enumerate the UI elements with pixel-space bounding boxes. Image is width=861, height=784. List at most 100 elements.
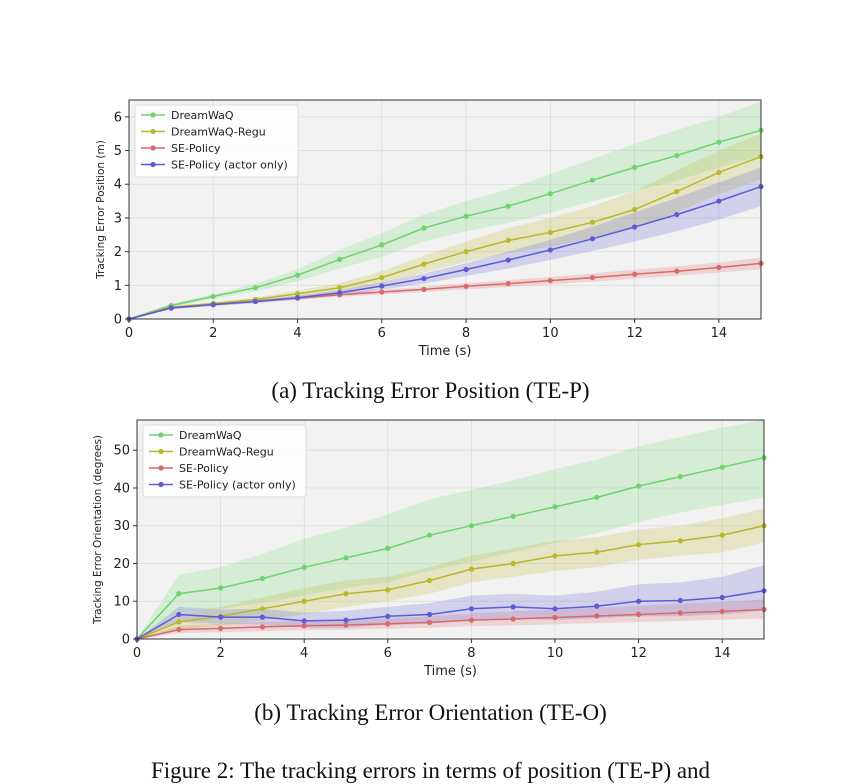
x-tick-label: 6 xyxy=(378,326,386,341)
data-point xyxy=(677,538,684,544)
data-point xyxy=(636,611,642,618)
y-tick-label: 20 xyxy=(113,557,130,572)
confidence-band xyxy=(137,508,764,639)
data-point xyxy=(294,272,301,278)
data-point xyxy=(343,622,349,628)
data-point xyxy=(719,532,725,538)
axes-frame xyxy=(136,419,765,640)
data-point xyxy=(379,289,385,295)
x-tick-label: 2 xyxy=(216,646,224,661)
data-point xyxy=(379,283,385,289)
data-point xyxy=(510,513,516,519)
legend-label: SE-Policy xyxy=(171,142,221,155)
data-point xyxy=(547,191,553,197)
data-point xyxy=(468,566,474,572)
data-point xyxy=(505,237,511,244)
data-point xyxy=(463,283,469,289)
data-point xyxy=(505,257,511,263)
series-line xyxy=(136,589,765,640)
x-tick-label: 8 xyxy=(462,326,470,341)
legend-box xyxy=(134,104,299,178)
x-axis-label: Time (s) xyxy=(418,344,472,359)
legend-label: SE-Policy (actor only) xyxy=(171,159,288,172)
confidence-band xyxy=(137,420,764,639)
data-point xyxy=(337,290,343,296)
data-point xyxy=(547,229,553,236)
y-axis-label: Tracking Error Position (m) xyxy=(95,140,107,280)
x-tick-label: 12 xyxy=(630,646,647,661)
data-point xyxy=(385,613,391,619)
y-tick-label: 4 xyxy=(114,178,122,193)
data-point xyxy=(716,169,722,176)
data-point xyxy=(427,611,433,618)
legend-label: DreamWaQ-Regu xyxy=(171,126,266,139)
data-point xyxy=(259,575,265,582)
data-point xyxy=(252,298,258,305)
data-point xyxy=(218,614,224,620)
data-point xyxy=(632,224,638,230)
confidence-band xyxy=(137,599,764,639)
legend-marker xyxy=(158,481,164,488)
data-point xyxy=(385,587,391,593)
data-point xyxy=(294,295,301,301)
legend-marker xyxy=(158,465,164,471)
data-point xyxy=(719,608,725,615)
data-point xyxy=(510,616,516,622)
chart-tracking-error-orientation: 0 2 4 6 8 10 12 14 0 10 20 30 40 50 Time (s) Tracking E… xyxy=(92,419,767,679)
data-point xyxy=(463,266,469,273)
data-point xyxy=(421,275,427,282)
data-point xyxy=(168,305,174,311)
legend-label: DreamWaQ-Regu xyxy=(179,446,274,459)
data-point xyxy=(674,211,680,218)
legend-marker xyxy=(150,161,156,168)
axes-frame xyxy=(128,99,762,320)
data-point xyxy=(636,598,642,604)
legend-marker xyxy=(158,448,164,455)
data-point xyxy=(594,613,600,619)
x-tick-label: 4 xyxy=(293,326,301,341)
data-point xyxy=(636,542,642,548)
confidence-band xyxy=(129,101,761,319)
series-line xyxy=(128,155,762,320)
data-point xyxy=(176,591,182,597)
data-point xyxy=(210,301,216,308)
data-point xyxy=(547,277,553,284)
data-point xyxy=(632,271,638,277)
data-point xyxy=(716,264,722,271)
data-point xyxy=(301,564,307,570)
data-point xyxy=(427,532,433,538)
legend-label: SE-Policy (actor only) xyxy=(179,479,296,492)
x-tick-label: 14 xyxy=(711,326,728,341)
data-point xyxy=(301,618,307,624)
data-point xyxy=(218,585,224,591)
data-point xyxy=(421,286,427,292)
data-point xyxy=(259,606,265,612)
data-point xyxy=(674,268,680,274)
legend-marker xyxy=(158,432,164,438)
x-tick-label: 6 xyxy=(384,646,392,661)
y-tick-label: 5 xyxy=(114,144,122,159)
x-tick-label: 12 xyxy=(626,326,643,341)
caption-a: (a) Tracking Error Position (TE-P) xyxy=(271,378,590,403)
data-point xyxy=(421,261,427,267)
figure-caption: Figure 2: The tracking errors in terms o… xyxy=(150,758,711,783)
data-point xyxy=(674,152,680,159)
data-point xyxy=(259,624,265,630)
y-tick-label: 6 xyxy=(114,110,122,125)
legend-marker xyxy=(150,145,156,151)
data-point xyxy=(343,591,349,597)
data-point xyxy=(552,553,558,559)
data-point xyxy=(677,474,684,480)
legend-label: DreamWaQ xyxy=(179,429,242,442)
data-point xyxy=(719,594,725,601)
data-point xyxy=(632,206,638,213)
data-point xyxy=(259,614,265,620)
data-point xyxy=(547,247,553,253)
data-point xyxy=(468,617,474,623)
x-tick-label: 10 xyxy=(542,326,559,341)
caption-b: (b) Tracking Error Orientation (TE-O) xyxy=(254,700,607,725)
y-tick-label: 0 xyxy=(122,633,130,648)
y-tick-label: 30 xyxy=(113,519,130,534)
data-point xyxy=(674,189,680,195)
